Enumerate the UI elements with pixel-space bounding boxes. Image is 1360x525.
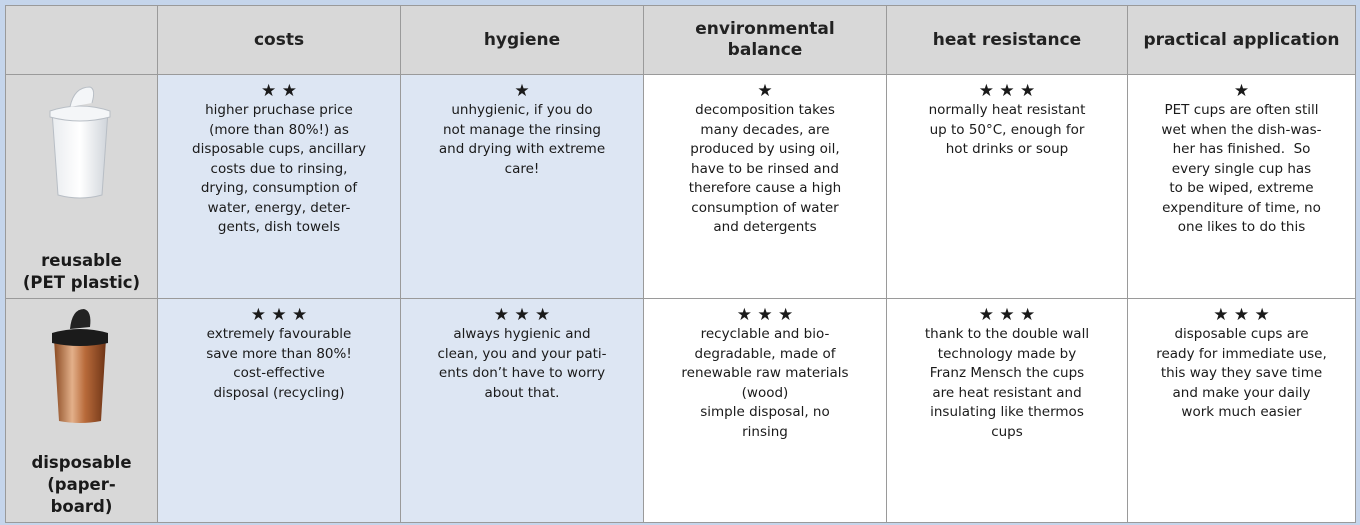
header-row: costs hygiene environmental balance heat… (6, 6, 1356, 75)
cell: ★ ★ ★disposable cups are ready for immed… (1128, 299, 1356, 523)
rating: ★ ★ ★ (158, 299, 400, 325)
rating: ★ ★ ★ (887, 299, 1127, 325)
cell-text: always hygienic and clean, you and your … (401, 325, 643, 403)
page-body: costs hygiene environmental balance heat… (0, 0, 1360, 525)
row-label-cell: disposable (paper- board) (6, 299, 158, 523)
rating: ★ ★ ★ (644, 299, 886, 325)
cell: ★PET cups are often still wet when the d… (1128, 75, 1356, 299)
paper-cup-image (40, 305, 120, 425)
column-header: environmental balance (644, 6, 887, 75)
cell-text: unhygienic, if you do not manage the rin… (401, 101, 643, 179)
comparison-table-wrapper: costs hygiene environmental balance heat… (5, 5, 1357, 525)
cell: ★decomposition takes many decades, are p… (644, 75, 887, 299)
cell: ★ ★ ★normally heat resistant up to 50°C,… (887, 75, 1128, 299)
cell: ★unhygienic, if you do not manage the ri… (401, 75, 644, 299)
row-label: disposable (paper- board) (6, 452, 157, 522)
cell: ★ ★ ★extremely favourable save more than… (158, 299, 401, 523)
cell: ★ ★higher pruchase price (more than 80%!… (158, 75, 401, 299)
cell: ★ ★ ★always hygienic and clean, you and … (401, 299, 644, 523)
plastic-cup-image (40, 81, 120, 201)
cell-text: higher pruchase price (more than 80%!) a… (158, 101, 400, 238)
cell-text: recyclable and bio- degradable, made of … (644, 325, 886, 442)
rating: ★ (1128, 75, 1355, 101)
page: {"table":{"columns":["costs","hygiene","… (0, 0, 1360, 525)
cell: ★ ★ ★thank to the double wall technology… (887, 299, 1128, 523)
cell-text: normally heat resistant up to 50°C, enou… (887, 101, 1127, 160)
column-header: practical application (1128, 6, 1356, 75)
cell-text: decomposition takes many decades, are pr… (644, 101, 886, 238)
cell: ★ ★ ★recyclable and bio- degradable, mad… (644, 299, 887, 523)
cell-text: PET cups are often still wet when the di… (1128, 101, 1355, 238)
rating: ★ ★ ★ (887, 75, 1127, 101)
rating: ★ (401, 75, 643, 101)
corner-cell (6, 6, 158, 75)
comparison-table: costs hygiene environmental balance heat… (5, 5, 1356, 523)
rating: ★ ★ ★ (401, 299, 643, 325)
rating: ★ (644, 75, 886, 101)
column-header: heat resistance (887, 6, 1128, 75)
column-header: costs (158, 6, 401, 75)
row: disposable (paper- board) ★ ★ ★extremely… (6, 299, 1356, 523)
row-label-cell: reusable (PET plastic) (6, 75, 158, 299)
column-header: hygiene (401, 6, 644, 75)
cell-text: thank to the double wall technology made… (887, 325, 1127, 442)
rating: ★ ★ ★ (1128, 299, 1355, 325)
row-label: reusable (PET plastic) (6, 250, 157, 298)
row: reusable (PET plastic) ★ ★higher pruchas… (6, 75, 1356, 299)
cell-text: disposable cups are ready for immediate … (1128, 325, 1355, 423)
rating: ★ ★ (158, 75, 400, 101)
cell-text: extremely favourable save more than 80%!… (158, 325, 400, 403)
